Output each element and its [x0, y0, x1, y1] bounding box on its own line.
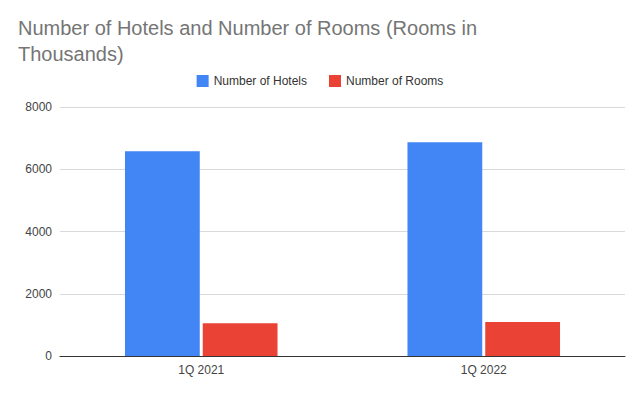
svg-text:4000: 4000: [25, 225, 52, 239]
svg-text:Number of Rooms: Number of Rooms: [346, 74, 443, 88]
svg-text:8000: 8000: [25, 100, 52, 114]
svg-text:0: 0: [45, 349, 52, 363]
svg-text:Number of Hotels: Number of Hotels: [214, 74, 307, 88]
svg-text:6000: 6000: [25, 162, 52, 176]
svg-text:Number of Hotels and Number of: Number of Hotels and Number of Rooms (Ro…: [18, 17, 483, 39]
svg-text:1Q 2022: 1Q 2022: [461, 363, 507, 377]
svg-text:Thousands): Thousands): [18, 43, 124, 65]
svg-text:1Q 2021: 1Q 2021: [178, 363, 224, 377]
svg-text:2000: 2000: [25, 287, 52, 301]
